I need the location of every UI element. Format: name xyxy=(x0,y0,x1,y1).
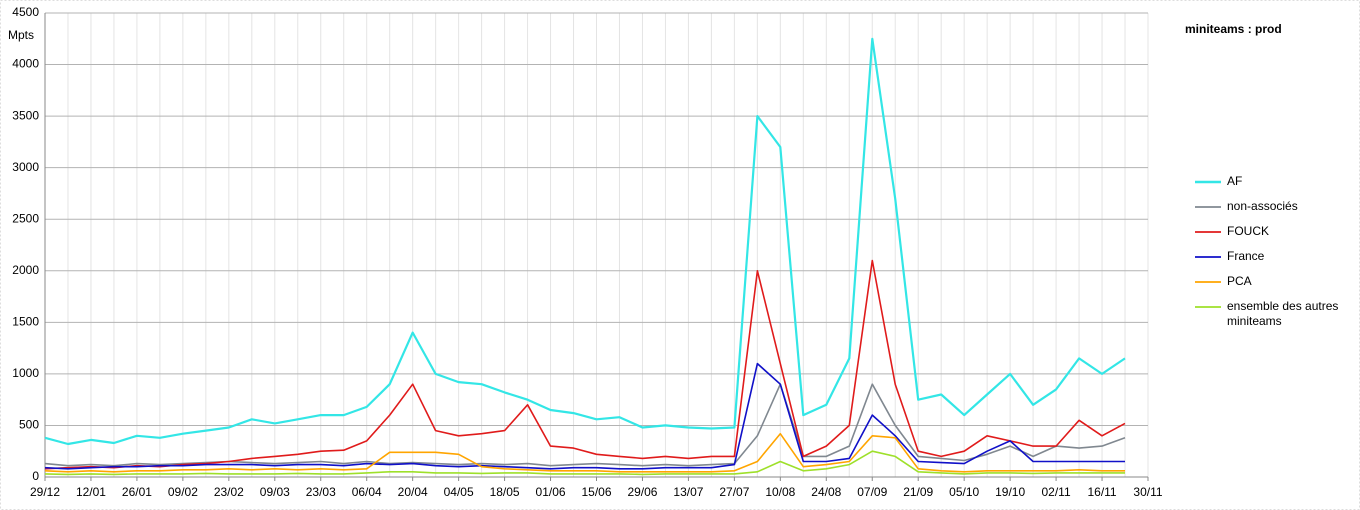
series-line xyxy=(44,362,1125,470)
y-tick-label: 0 xyxy=(32,469,39,483)
x-tick-label: 12/01 xyxy=(76,485,106,499)
y-tick-label: 1000 xyxy=(12,366,39,380)
series-line xyxy=(44,450,1125,476)
chart-title: miniteams : prod xyxy=(1185,22,1282,36)
x-tick-label: 15/06 xyxy=(581,485,611,499)
y-tick-label: 4500 xyxy=(12,5,39,19)
x-tick-label: 10/08 xyxy=(765,485,795,499)
series-line xyxy=(44,432,1125,473)
x-tick-label: 09/03 xyxy=(260,485,290,499)
y-tick-label: 1500 xyxy=(12,315,39,329)
x-tick-label: 01/06 xyxy=(536,485,566,499)
legend-label: AF xyxy=(1227,174,1243,188)
legend-label: PCA xyxy=(1227,274,1252,288)
x-tick-label: 04/05 xyxy=(444,485,474,499)
legend-label: France xyxy=(1227,249,1265,263)
legend-label: ensemble des autres miniteams xyxy=(1227,299,1339,328)
legend-label: FOUCK xyxy=(1227,224,1269,238)
x-tick-label: 02/11 xyxy=(1042,485,1071,499)
x-tick-label: 29/06 xyxy=(627,485,657,499)
x-tick-label: 20/04 xyxy=(398,485,428,499)
x-tick-label: 07/09 xyxy=(857,485,887,499)
x-tick-label: 13/07 xyxy=(673,485,703,499)
y-axis-label: Mpts xyxy=(8,28,34,42)
x-tick-label: 30/11 xyxy=(1133,485,1162,499)
x-tick-label: 19/10 xyxy=(995,485,1025,499)
y-tick-label: 2500 xyxy=(12,211,39,225)
x-tick-label: 18/05 xyxy=(490,485,520,499)
x-tick-label: 06/04 xyxy=(352,485,382,499)
x-tick-label: 23/02 xyxy=(214,485,244,499)
y-tick-label: 3000 xyxy=(12,160,39,174)
y-tick-label: 4000 xyxy=(12,57,39,71)
x-tick-label: 26/01 xyxy=(122,485,152,499)
x-tick-label: 27/07 xyxy=(719,485,749,499)
y-tick-label: 3500 xyxy=(12,108,39,122)
x-tick-label: 05/10 xyxy=(949,485,979,499)
x-tick-label: 21/09 xyxy=(903,485,933,499)
series-line xyxy=(44,259,1126,470)
legend-label: non-associés xyxy=(1227,199,1298,213)
series-line xyxy=(44,37,1126,446)
x-tick-label: 24/08 xyxy=(811,485,841,499)
y-tick-label: 500 xyxy=(19,418,39,432)
x-tick-label: 16/11 xyxy=(1087,485,1116,499)
x-tick-label: 23/03 xyxy=(306,485,336,499)
y-tick-label: 2000 xyxy=(12,263,39,277)
x-tick-label: 09/02 xyxy=(168,485,198,499)
x-tick-label: 29/12 xyxy=(30,485,60,499)
